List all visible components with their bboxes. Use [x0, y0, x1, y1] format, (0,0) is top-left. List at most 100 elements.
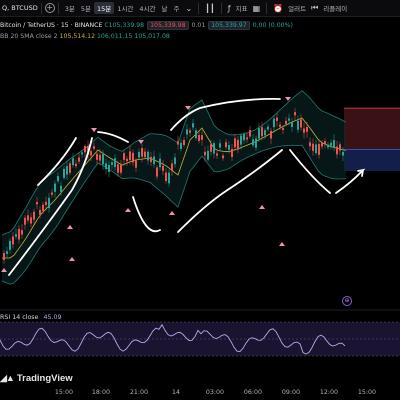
candle-body	[321, 143, 323, 147]
chart-alert-icon[interactable]: ⊕	[342, 296, 352, 306]
candle-body	[111, 162, 113, 165]
candlesticks	[3, 108, 344, 264]
replay-icon[interactable]: ⏮	[311, 3, 319, 12]
candle-body	[3, 253, 5, 260]
time-tick: 15:00	[357, 389, 377, 396]
candle-body	[159, 158, 161, 168]
candle-body	[174, 157, 176, 165]
candle-body	[96, 153, 98, 160]
candle-body	[237, 139, 239, 150]
candle-body	[210, 144, 212, 152]
candle-body	[288, 118, 290, 121]
annotation-line	[97, 131, 129, 143]
candle-body	[9, 240, 11, 250]
time-tick: 12:00	[319, 389, 339, 396]
candle-body	[15, 234, 17, 237]
replay-button[interactable]: 리플레이	[323, 5, 348, 13]
buy-signal-marker	[259, 205, 265, 209]
candle-body	[54, 183, 56, 192]
alert-icon[interactable]: ⏰	[273, 3, 284, 13]
candle-body	[300, 119, 302, 128]
annotation-line	[289, 149, 331, 194]
candle-body	[315, 144, 317, 154]
candle-body	[129, 151, 131, 161]
timeframe-day[interactable]: 날	[161, 5, 168, 13]
candle-body	[207, 150, 209, 160]
candle-body	[168, 172, 170, 184]
indicator-icon[interactable]: ƒ	[227, 3, 231, 13]
price-chart[interactable]	[0, 0, 400, 386]
timeframe-1h[interactable]: 1시간	[117, 5, 134, 13]
candle-body	[234, 138, 236, 148]
toolbar-divider	[266, 2, 268, 14]
bb-basis-value: 105,514.12	[59, 33, 96, 40]
sell-button[interactable]: 105,339.98	[147, 21, 189, 30]
sell-signal-marker	[91, 128, 97, 132]
timeframe-15m[interactable]: 15분	[93, 2, 115, 14]
bb-upper-value: 106,011.15	[96, 33, 133, 40]
candle-body	[291, 122, 293, 127]
candle-body	[156, 167, 158, 177]
candle-body	[264, 130, 266, 136]
annotation-line	[177, 149, 283, 233]
annotation-line	[170, 98, 281, 131]
toolbar-divider	[40, 2, 42, 14]
bollinger-bands	[1, 90, 347, 285]
sell-signal-marker	[285, 97, 291, 101]
rsi-label: RSI 14 close	[0, 314, 39, 321]
candle-body	[120, 164, 122, 173]
candle-body	[69, 163, 71, 173]
candle-body	[144, 151, 146, 158]
candle-body	[99, 154, 101, 161]
trend-annotations	[8, 98, 366, 276]
candle-body	[177, 141, 179, 145]
symbol-search[interactable]: Q, BTCUSD	[2, 4, 38, 12]
annotation-arrow	[335, 168, 366, 194]
time-tick: 15:00	[54, 389, 74, 396]
candle-body	[12, 236, 14, 245]
buy-signal-marker	[69, 257, 75, 261]
buy-signal-marker	[1, 268, 7, 272]
template-icon[interactable]: ▦	[252, 3, 261, 13]
alert-button[interactable]: 얼러트	[288, 5, 307, 13]
candle-body	[255, 138, 257, 148]
candle-body	[303, 128, 305, 133]
candle-body	[285, 120, 287, 124]
candle-body	[243, 134, 245, 141]
timeframe-5m[interactable]: 5분	[80, 5, 91, 13]
buy-button[interactable]: 105,339.97	[208, 21, 250, 30]
candle-body	[342, 151, 344, 156]
time-tick: 14	[171, 389, 181, 396]
timeframe-3m[interactable]: 3분	[64, 5, 75, 13]
tradingview-mark-icon: ◢▲	[0, 373, 15, 383]
buy-signal-marker	[67, 225, 73, 229]
buy-zone-edge	[344, 149, 400, 150]
bb-upper	[1, 90, 347, 236]
candle-body	[309, 142, 311, 147]
time-tick: 03:00	[205, 389, 225, 396]
candle-body	[165, 172, 167, 181]
candle-body	[150, 157, 152, 163]
candle-body	[45, 201, 47, 205]
indicators-button[interactable]: 지표	[235, 5, 248, 13]
candle-body	[192, 123, 194, 128]
timeframe-4h[interactable]: 4시간	[139, 5, 156, 13]
buy-signal-marker	[169, 211, 175, 215]
candle-body	[6, 251, 8, 254]
candle-body	[222, 155, 224, 159]
candle-body	[282, 127, 284, 130]
plus-circle-icon[interactable]: +	[44, 3, 55, 13]
candle-body	[138, 152, 140, 158]
buy-zone	[344, 149, 400, 171]
timeframe-week[interactable]: 주	[173, 5, 180, 13]
time-axis[interactable]: 15:00 18:00 21:00 14 03:00 06:00 09:00 1…	[0, 386, 400, 400]
time-tick: 18:00	[91, 389, 111, 396]
chevron-down-icon[interactable]: ⌄	[185, 3, 193, 13]
legend-title: Bitcoin / TetherUS · 15 · BINANCE	[0, 22, 103, 29]
chart-type-icon[interactable]: ┃┃	[205, 3, 215, 13]
candle-body	[102, 154, 104, 165]
candle-body	[162, 165, 164, 171]
toolbar-divider	[57, 2, 59, 14]
candle-body	[42, 204, 44, 211]
candle-body	[126, 158, 128, 162]
